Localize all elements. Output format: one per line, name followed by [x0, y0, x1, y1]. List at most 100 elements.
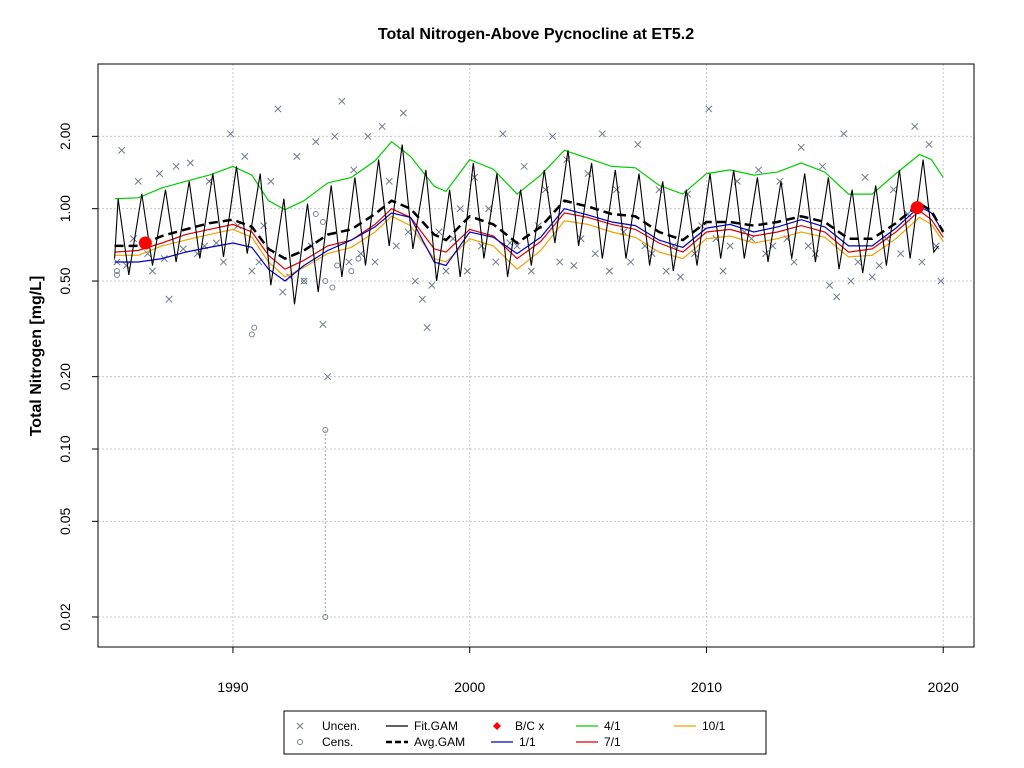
censored-point: [312, 211, 319, 218]
uncensored-point: [605, 267, 613, 275]
uncensored-point: [634, 140, 642, 149]
y-tick-label: 2.00: [57, 123, 73, 150]
legend-item-4-1: 4/1: [576, 719, 621, 733]
uncensored-point: [747, 235, 756, 243]
legend-label: 7/1: [604, 735, 621, 749]
uncensored-point: [811, 250, 819, 258]
uncensored-point: [932, 242, 940, 250]
legend-item-cens-: Cens.: [297, 735, 353, 749]
censored-point: [355, 255, 362, 262]
uncensored-point: [350, 166, 358, 174]
y-tick-label: 0.20: [57, 363, 73, 390]
uncensored-point: [477, 242, 486, 250]
series-lines: [114, 140, 944, 282]
uncensored-point: [499, 130, 507, 138]
legend-label: B/C x: [515, 719, 544, 733]
uncensored-point: [818, 162, 827, 170]
uncensored-point: [549, 132, 557, 140]
uncensored-points: [113, 97, 945, 381]
uncensored-point: [357, 250, 365, 258]
uncensored-point: [662, 267, 670, 275]
y-tick-label: 0.05: [57, 508, 73, 535]
x-axis: 1990 2000 2010 2020: [217, 647, 959, 695]
legend-label: 4/1: [604, 719, 621, 733]
uncensored-point: [861, 173, 869, 181]
uncensored-point: [520, 162, 528, 170]
legend-item-1-1: 1/1: [491, 735, 536, 749]
legend-item-uncen-: Uncen.: [296, 719, 360, 733]
uncensored-point: [527, 267, 535, 275]
uncensored-point: [918, 258, 926, 266]
uncensored-point: [319, 320, 327, 328]
uncensored-point: [570, 261, 578, 270]
uncensored-point: [937, 277, 945, 285]
uncensored-point: [134, 177, 142, 185]
uncensored-point: [435, 228, 443, 236]
uncensored-point: [118, 146, 126, 154]
uncensored-point: [804, 242, 812, 250]
censored-point: [113, 268, 120, 275]
censored-points: [113, 211, 362, 620]
uncensored-point: [925, 140, 933, 149]
censored-point: [300, 278, 307, 285]
uncensored-point: [492, 258, 500, 266]
uncensored-point: [705, 105, 713, 113]
uncensored-point: [165, 295, 173, 303]
censored-point: [319, 219, 326, 226]
uncensored-point: [160, 255, 168, 263]
uncensored-point: [385, 177, 393, 185]
uncensored-point: [754, 166, 763, 174]
chart-title: Total Nitrogen-Above Pycnocline at ET5.2: [378, 26, 694, 43]
uncensored-point: [897, 250, 905, 258]
uncensored-point: [241, 152, 249, 160]
legend-label: 10/1: [702, 719, 726, 733]
censored-point: [322, 426, 329, 433]
censored-point: [251, 324, 258, 331]
uncensored-point: [868, 273, 876, 281]
y-tick-label: 0.50: [57, 267, 73, 294]
legend-item-fit-gam: Fit.GAM: [386, 719, 458, 733]
uncensored-point: [274, 105, 282, 113]
legend-label: Fit.GAM: [414, 719, 458, 733]
uncensored-point: [148, 267, 157, 275]
fit-gam-line: [114, 144, 939, 305]
avg-gam-line: [114, 199, 945, 260]
uncensored-point: [719, 267, 727, 275]
bc-point: [910, 201, 924, 215]
legend-item-avg-gam: Avg.GAM: [386, 735, 465, 749]
legend-label: Cens.: [322, 735, 353, 749]
avg-gam-path: [114, 199, 945, 260]
y-tick-label: 0.02: [57, 603, 73, 630]
y-axis: 0.02 0.05 0.10 0.20 0.50 1.00 2.00: [57, 123, 98, 631]
uncensored-point: [179, 245, 187, 253]
uncensored-point: [293, 152, 301, 160]
censored-point: [334, 262, 341, 269]
uncensored-point: [797, 143, 805, 151]
uncensored-point: [691, 250, 699, 258]
uncensored-point: [418, 295, 426, 303]
censored-point: [322, 613, 329, 620]
uncensored-point: [428, 281, 436, 289]
bc-points: [138, 201, 924, 250]
uncensored-point: [172, 162, 180, 170]
uncensored-point: [399, 109, 407, 117]
uncensored-point: [267, 177, 275, 185]
uncensored-point: [591, 250, 599, 258]
uncensored-point: [186, 159, 194, 167]
x-tick-label: 2020: [928, 679, 959, 695]
uncensored-point: [122, 261, 130, 270]
uncensored-point: [423, 324, 431, 332]
uncensored-point: [889, 186, 898, 194]
uncensored-point: [442, 267, 450, 275]
uncensored-point: [612, 186, 621, 194]
legend-item-10-1: 10/1: [674, 719, 726, 733]
legend-label: Uncen.: [322, 719, 360, 733]
uncensored-point: [556, 258, 564, 266]
bc-point: [138, 236, 152, 250]
uncensored-point: [129, 235, 138, 243]
series-line-10-1: [114, 215, 944, 278]
uncensored-point: [279, 288, 287, 296]
censored-point: [113, 271, 120, 278]
uncensored-point: [331, 132, 339, 140]
uncensored-point: [826, 281, 834, 289]
